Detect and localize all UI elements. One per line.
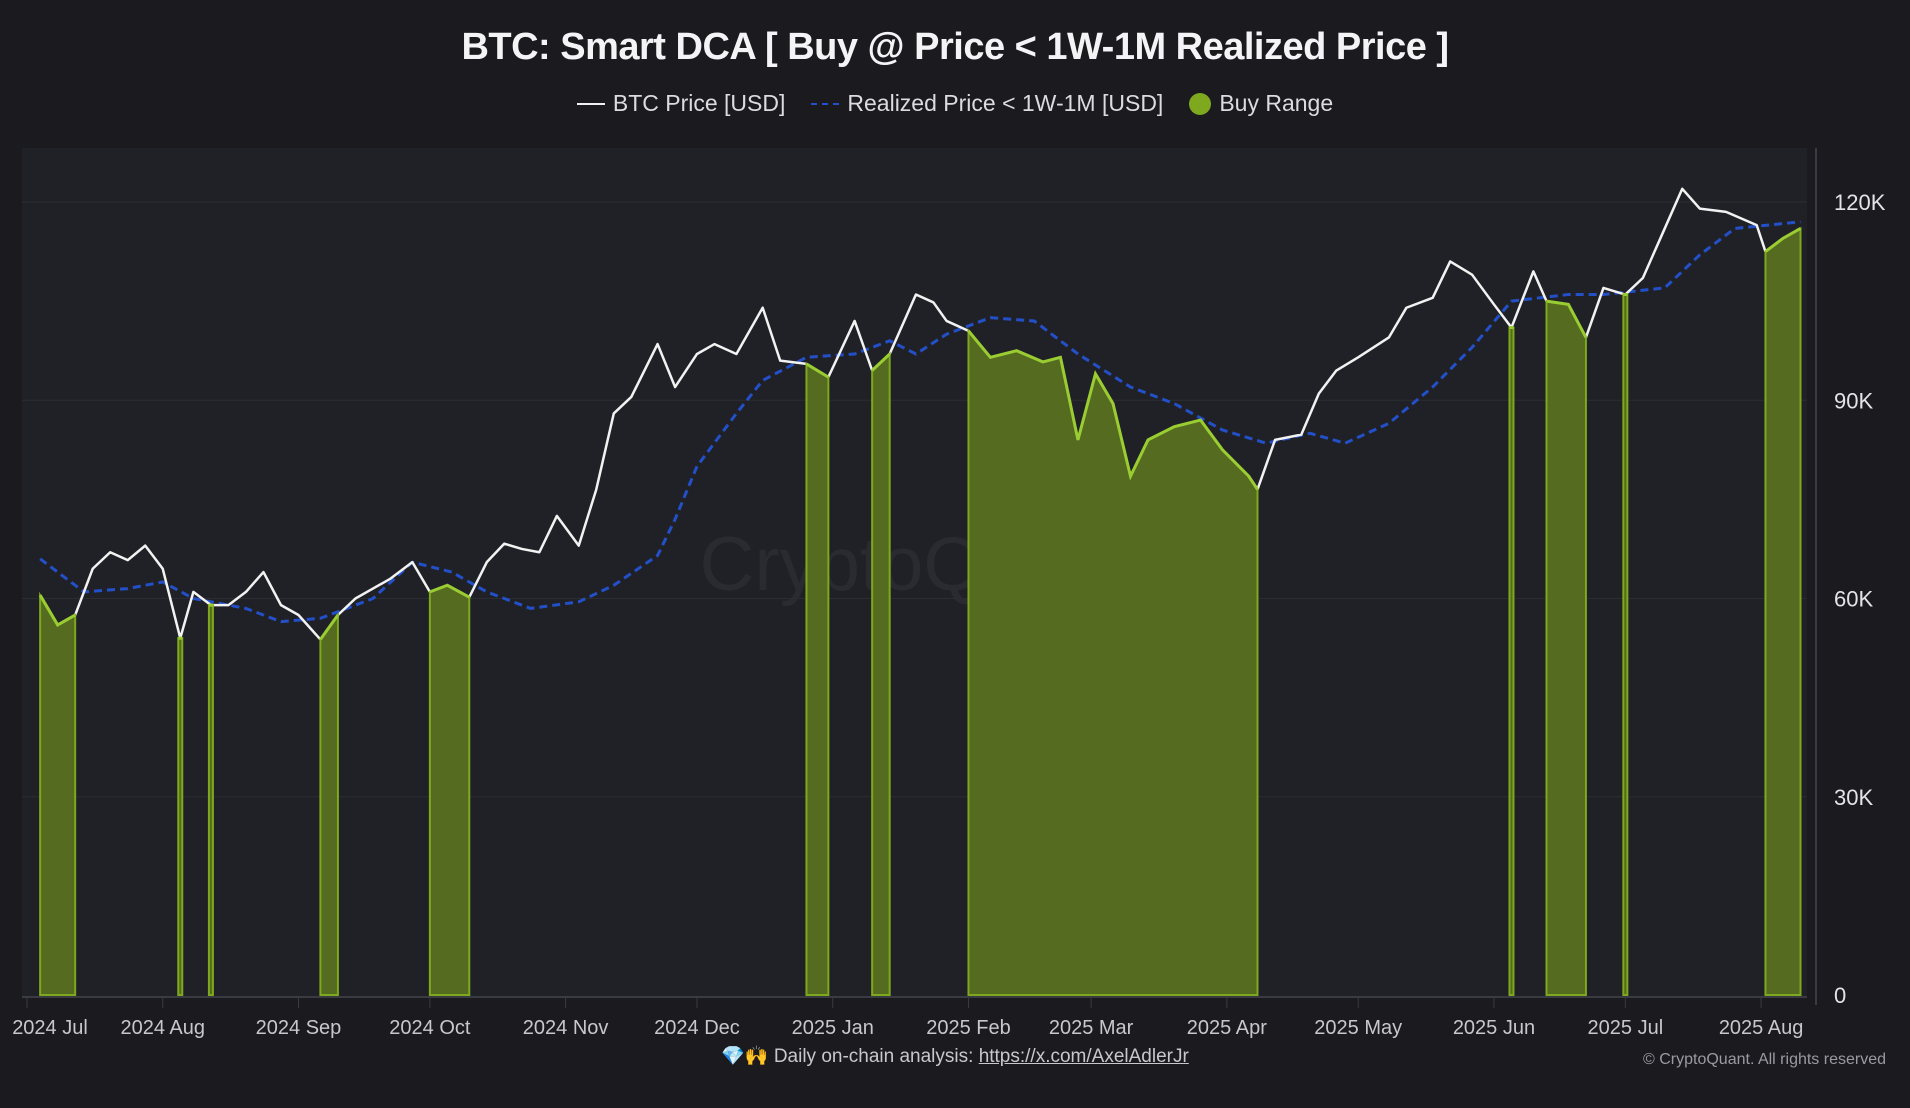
x-tick-label: 2024 Nov xyxy=(523,1017,609,1039)
gem-icon: 💎 xyxy=(721,1046,745,1067)
y-tick-label: 0 xyxy=(1834,983,1846,1008)
footer-link[interactable]: https://x.com/AxelAdlerJr xyxy=(978,1046,1189,1067)
x-tick-label: 2025 Jun xyxy=(1453,1017,1535,1039)
y-tick-label: 60K xyxy=(1834,587,1873,612)
buy-range-area xyxy=(207,604,214,996)
legend-label: Buy Range xyxy=(1219,90,1334,116)
legend-item-realized[interactable]: Realized Price < 1W-1M [USD] xyxy=(811,90,1163,117)
buy-range-area xyxy=(1545,299,1587,996)
footer: 💎🙌 Daily on-chain analysis: https://x.co… xyxy=(0,1044,1910,1068)
buy-range-price-line xyxy=(805,362,830,379)
x-tick-label: 2024 Aug xyxy=(120,1017,205,1039)
buy-range-area xyxy=(39,591,77,996)
footer-text: Daily on-chain analysis: xyxy=(773,1046,979,1067)
buy-range-area xyxy=(1508,326,1515,996)
x-tick-label: 2025 Aug xyxy=(1719,1017,1804,1039)
x-tick-label: 2024 Sep xyxy=(256,1017,342,1039)
legend-item-price[interactable]: BTC Price [USD] xyxy=(576,90,786,117)
buy-range-area xyxy=(871,351,891,996)
buy-range-price-line xyxy=(38,594,76,627)
x-tick-label: 2025 May xyxy=(1314,1017,1402,1039)
buy-range-price-line xyxy=(967,329,1259,491)
x-tick-label: 2025 Apr xyxy=(1187,1017,1267,1039)
x-tick-label: 2024 Jul xyxy=(12,1017,88,1039)
x-tick-label: 2025 Mar xyxy=(1049,1017,1134,1039)
x-tick-label: 2025 Jan xyxy=(792,1017,874,1039)
legend: BTC Price [USD] Realized Price < 1W-1M [… xyxy=(0,90,1910,117)
legend-label: Realized Price < 1W-1M [USD] xyxy=(847,90,1164,116)
buy-range-price-line xyxy=(871,352,891,372)
x-tick-label: 2025 Feb xyxy=(926,1017,1011,1039)
buy-range-price-line xyxy=(319,614,340,641)
dot-swatch-icon xyxy=(1189,92,1212,115)
buy-range-price-line xyxy=(1546,299,1588,339)
legend-item-buy-range[interactable]: Buy Range xyxy=(1189,90,1333,117)
buy-range-area xyxy=(319,611,339,996)
dashed-line-swatch-icon xyxy=(811,102,840,105)
y-tick-label: 120K xyxy=(1834,190,1886,215)
buy-range-area xyxy=(1622,293,1629,996)
chart-title: BTC: Smart DCA [ Buy @ Price < 1W-1M Rea… xyxy=(461,26,1449,68)
buy-range-price-line xyxy=(1764,227,1802,253)
legend-label: BTC Price [USD] xyxy=(612,90,786,116)
copyright: © CryptoQuant. All rights reserved xyxy=(1643,1051,1886,1068)
x-tick-label: 2024 Dec xyxy=(654,1017,740,1039)
buy-range-area xyxy=(428,584,471,996)
y-tick-label: 30K xyxy=(1834,785,1873,810)
x-tick-label: 2025 Jul xyxy=(1588,1017,1664,1039)
solid-line-swatch-icon xyxy=(576,102,605,105)
buy-range-area xyxy=(805,362,830,996)
x-tick-label: 2024 Oct xyxy=(389,1017,471,1039)
y-tick-label: 90K xyxy=(1834,388,1873,413)
raised-hands-icon: 🙌 xyxy=(744,1046,769,1067)
buy-range-area xyxy=(1764,226,1802,996)
buy-range-area xyxy=(177,637,184,996)
buy-range-price-line xyxy=(429,583,470,599)
